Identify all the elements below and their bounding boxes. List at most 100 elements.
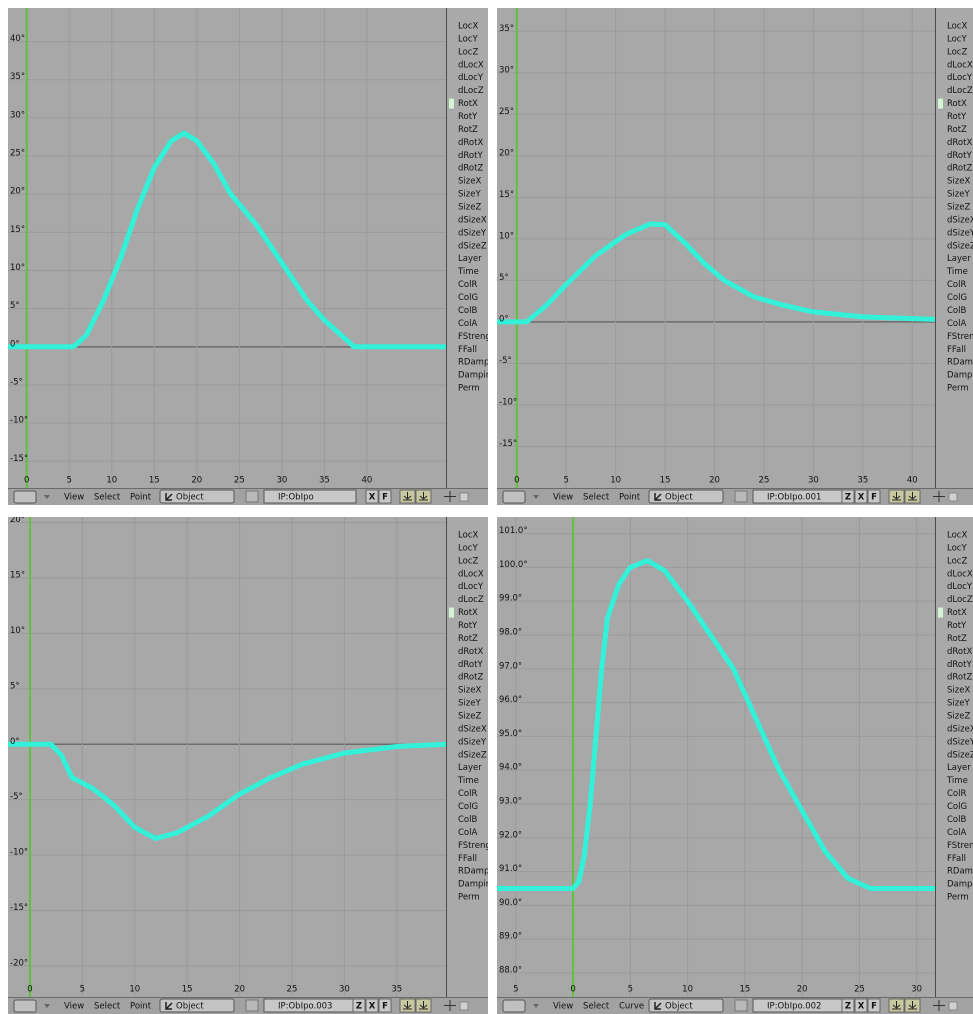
menu-item[interactable]: Point xyxy=(130,493,152,503)
channel-name[interactable]: Time xyxy=(457,267,479,277)
channel-name[interactable]: dRotX xyxy=(458,647,483,657)
channel-name[interactable]: RDamp xyxy=(458,358,489,368)
channel-name[interactable]: ColR xyxy=(458,789,477,799)
channel-name[interactable]: dLocZ xyxy=(458,595,484,605)
channel-name[interactable]: FStreng xyxy=(947,841,973,851)
menu-item[interactable]: Curve xyxy=(619,1002,644,1012)
channel-name[interactable]: FFall xyxy=(947,854,966,864)
editor-type-button[interactable] xyxy=(14,1000,36,1012)
channel-name[interactable]: SizeY xyxy=(458,699,481,709)
channel-name[interactable]: RotZ xyxy=(947,634,967,644)
channel-name[interactable]: FStreng xyxy=(458,332,491,342)
channel-name[interactable]: dSizeZ xyxy=(458,241,487,251)
channel-name[interactable]: RotZ xyxy=(458,634,478,644)
channel-name[interactable]: ColB xyxy=(458,306,477,316)
ipo-name[interactable]: IP:ObIpo.002 xyxy=(767,1002,821,1012)
menu-item[interactable]: View xyxy=(64,493,84,503)
channel-name[interactable]: RotZ xyxy=(947,125,967,135)
channel-name[interactable]: RotX xyxy=(458,99,478,109)
menu-item[interactable]: Point xyxy=(130,1002,152,1012)
mode-label[interactable]: Object xyxy=(176,1002,204,1012)
channel-name[interactable]: LocZ xyxy=(458,47,478,57)
channel-name[interactable]: SizeY xyxy=(947,699,970,709)
channel-name[interactable]: LocY xyxy=(947,34,967,44)
menu-item[interactable]: View xyxy=(553,493,573,503)
channel-name[interactable]: ColG xyxy=(947,293,967,303)
channel-name[interactable]: ColB xyxy=(947,815,966,825)
channel-name[interactable]: Perm xyxy=(458,384,480,394)
channel-name[interactable]: SizeY xyxy=(458,190,481,200)
channel-name[interactable]: ColR xyxy=(947,280,966,290)
channel-name[interactable]: dSizeY xyxy=(458,737,487,747)
channel-name[interactable]: SizeX xyxy=(458,177,481,187)
flag-label[interactable]: X xyxy=(858,1002,865,1012)
channel-name[interactable]: RotY xyxy=(947,621,967,631)
channel-name[interactable]: dRotY xyxy=(947,151,972,161)
channel-name[interactable]: RotY xyxy=(458,112,478,122)
mode-label[interactable]: Object xyxy=(665,1002,693,1012)
channel-name[interactable]: ColB xyxy=(458,815,477,825)
pin-button[interactable] xyxy=(246,1000,258,1011)
channel-name[interactable]: ColG xyxy=(458,802,478,812)
channel-name[interactable]: dSizeZ xyxy=(947,750,973,760)
channel-name[interactable]: LocZ xyxy=(947,47,967,57)
channel-name[interactable]: Damping xyxy=(458,880,497,890)
channel-name[interactable]: RotZ xyxy=(458,125,478,135)
channel-name[interactable]: dLocX xyxy=(947,569,973,579)
channel-name[interactable]: dRotX xyxy=(947,138,972,148)
mode-label[interactable]: Object xyxy=(665,493,693,503)
channel-name[interactable]: dLocY xyxy=(458,582,484,592)
channel-name[interactable]: dRotY xyxy=(458,660,483,670)
channel-name[interactable]: RDamp xyxy=(458,867,489,877)
channel-name[interactable]: LocX xyxy=(458,22,478,32)
channel-name[interactable]: ColA xyxy=(458,828,477,838)
menu-item[interactable]: View xyxy=(553,1002,573,1012)
channel-name[interactable]: ColB xyxy=(947,306,966,316)
channel-name[interactable]: ColA xyxy=(947,828,966,838)
channel-name[interactable]: Damping xyxy=(947,880,973,890)
channel-name[interactable]: dLocY xyxy=(947,582,973,592)
flag-label[interactable]: F xyxy=(871,493,877,503)
channel-name[interactable]: dRotZ xyxy=(458,164,483,174)
pin-button[interactable] xyxy=(735,1000,747,1011)
channel-name[interactable]: SizeZ xyxy=(458,203,481,213)
flag-label[interactable]: F xyxy=(382,493,388,503)
flag-label[interactable]: F xyxy=(871,1002,877,1012)
channel-name[interactable]: ColA xyxy=(947,319,966,329)
channel-name[interactable]: LocX xyxy=(947,531,967,541)
channel-name[interactable]: dSizeZ xyxy=(458,750,487,760)
pin-button[interactable] xyxy=(735,491,747,502)
channel-name[interactable]: dLocX xyxy=(458,60,484,70)
editor-type-button[interactable] xyxy=(503,1000,525,1012)
channel-name[interactable]: dLocY xyxy=(947,73,973,83)
menu-item[interactable]: Select xyxy=(94,1002,121,1012)
channel-name[interactable]: dSizeZ xyxy=(947,241,973,251)
channel-name[interactable]: Damping xyxy=(947,371,973,381)
channel-name[interactable]: RotX xyxy=(458,608,478,618)
channel-name[interactable]: dRotY xyxy=(458,151,483,161)
channel-name[interactable]: ColG xyxy=(458,293,478,303)
lock-icon[interactable] xyxy=(460,1002,468,1010)
channel-name[interactable]: SizeX xyxy=(947,686,970,696)
channel-name[interactable]: LocY xyxy=(947,543,967,553)
channel-name[interactable]: Perm xyxy=(458,893,480,903)
channel-name[interactable]: Time xyxy=(457,776,479,786)
channel-name[interactable]: dLocX xyxy=(947,60,973,70)
lock-icon[interactable] xyxy=(949,493,957,501)
channel-name[interactable]: FStreng xyxy=(458,841,491,851)
channel-name[interactable]: SizeZ xyxy=(458,712,481,722)
channel-name[interactable]: dRotX xyxy=(458,138,483,148)
channel-name[interactable]: dSizeY xyxy=(947,228,973,238)
channel-name[interactable]: dSizeX xyxy=(458,215,487,225)
channel-name[interactable]: dLocY xyxy=(458,73,484,83)
channel-name[interactable]: dRotZ xyxy=(458,673,483,683)
channel-name[interactable]: dSizeY xyxy=(947,737,973,747)
channel-name[interactable]: Perm xyxy=(947,893,969,903)
channel-name[interactable]: FStreng xyxy=(947,332,973,342)
ipo-name[interactable]: IP:ObIpo xyxy=(278,493,314,503)
flag-label[interactable]: X xyxy=(858,493,865,503)
menu-item[interactable]: Point xyxy=(619,493,641,503)
channel-name[interactable]: SizeY xyxy=(947,190,970,200)
channel-name[interactable]: ColA xyxy=(458,319,477,329)
channel-name[interactable]: SizeX xyxy=(947,177,970,187)
